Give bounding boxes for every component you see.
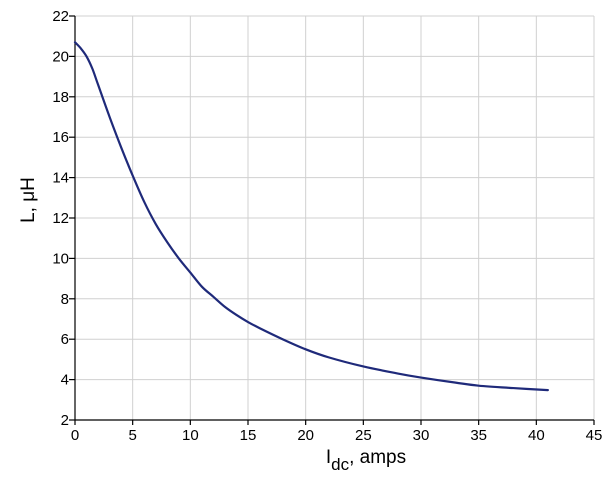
y-tick-label: 8 <box>61 291 69 308</box>
x-tick-label: 40 <box>528 427 545 444</box>
y-tick-label: 4 <box>61 372 69 389</box>
y-tick-label: 12 <box>52 210 69 227</box>
series-line-0 <box>73 41 549 392</box>
y-tick-label: 14 <box>52 170 69 187</box>
series-group <box>73 41 549 392</box>
x-tick-label: 45 <box>586 427 603 444</box>
y-tick-label: 10 <box>52 250 69 267</box>
x-axis-label: Idc, amps <box>326 447 406 474</box>
y-tick-label: 16 <box>52 129 69 146</box>
y-tick-label: 6 <box>61 331 69 348</box>
y-tick-label: 18 <box>52 89 69 106</box>
x-tick-label: 35 <box>470 427 487 444</box>
x-axis-label-subscript: dc <box>331 455 349 474</box>
x-tick-label: 5 <box>128 427 136 444</box>
ticks: 0 5 10 15 20 25 30 35 40 45 2 4 6 8 10 12 14 16 18 20 22 <box>52 8 602 444</box>
y-tick-label: 22 <box>52 8 69 25</box>
x-tick-label: 25 <box>355 427 372 444</box>
x-tick-label: 10 <box>182 427 199 444</box>
x-tick-label: 15 <box>240 427 257 444</box>
x-tick-label: 30 <box>413 427 430 444</box>
x-tick-label: 20 <box>297 427 314 444</box>
x-axis-label-main: I <box>326 447 331 468</box>
y-tick-label: 20 <box>52 48 69 65</box>
x-tick-label: 0 <box>71 427 79 444</box>
x-axis-label-rest: , amps <box>349 447 406 468</box>
y-axis-label: L, μH <box>18 177 39 223</box>
grid <box>75 15 595 420</box>
y-tick-label: 2 <box>61 412 69 429</box>
